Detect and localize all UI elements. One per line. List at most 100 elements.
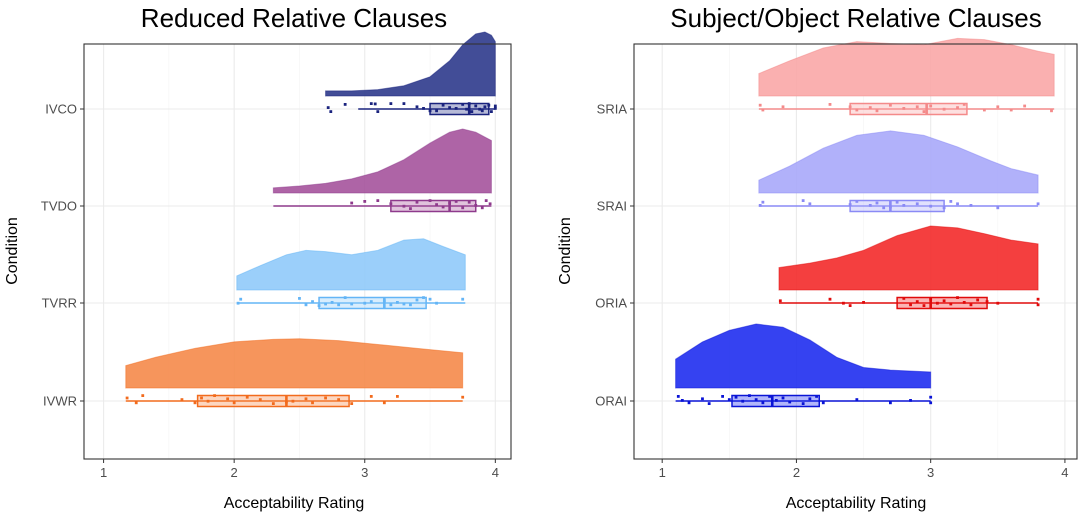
data-point: [915, 202, 919, 206]
data-point: [922, 110, 926, 113]
data-point: [454, 107, 458, 110]
data-point: [389, 202, 393, 206]
data-point: [330, 301, 334, 304]
data-point: [441, 103, 445, 107]
data-point: [226, 397, 230, 401]
density-cloud: [272, 128, 492, 194]
data-point: [915, 105, 919, 109]
series-sria: [758, 37, 1055, 116]
data-point: [889, 103, 892, 107]
data-point: [778, 299, 782, 303]
data-point: [134, 401, 138, 405]
x-tick-label: 3: [927, 465, 934, 480]
data-point: [461, 206, 465, 210]
right-data: [675, 37, 1055, 408]
data-point: [493, 104, 497, 108]
data-point: [441, 205, 445, 209]
data-point: [889, 205, 892, 209]
series-tvrr: [236, 238, 466, 310]
data-point: [337, 303, 341, 307]
data-point: [467, 102, 471, 105]
data-point: [480, 206, 484, 210]
density-cloud: [236, 238, 466, 291]
data-point: [324, 396, 327, 400]
y-tick-label: TVDO: [41, 199, 77, 214]
data-point: [929, 297, 933, 301]
data-point: [474, 204, 478, 207]
right-panel: Subject/Object Relative Clauses 1 2 3 4 SRIA…: [557, 3, 1078, 512]
data-point: [761, 108, 765, 112]
right-axes: 1 2 3 4 SRIA SRAI ORIA ORAI: [595, 102, 1068, 481]
data-point: [428, 199, 432, 202]
data-point: [902, 204, 906, 207]
data-point: [949, 200, 953, 203]
density-cloud: [758, 130, 1039, 194]
data-point: [125, 396, 129, 400]
data-point: [956, 296, 959, 299]
data-point: [236, 301, 240, 305]
data-point: [781, 396, 785, 400]
data-point: [902, 297, 906, 300]
data-point: [774, 399, 778, 402]
box: [896, 296, 988, 310]
data-point: [748, 394, 751, 397]
data-point: [422, 107, 425, 110]
data-point: [304, 397, 308, 401]
data-point: [996, 301, 1000, 305]
data-point: [1023, 104, 1027, 108]
data-point: [676, 395, 680, 398]
data-point: [180, 398, 184, 401]
data-point: [741, 399, 745, 403]
data-point: [855, 398, 859, 401]
data-point: [808, 397, 812, 401]
data-point: [808, 202, 812, 206]
left-panel: Reduced Relative Clauses 1 2 3 4 IVCO TVDO TVR…: [4, 3, 512, 512]
data-point: [428, 297, 432, 301]
data-point: [435, 203, 438, 206]
data-point: [415, 298, 419, 302]
data-point: [422, 296, 425, 299]
data-point: [382, 401, 386, 405]
data-point: [402, 204, 406, 208]
data-point: [862, 301, 865, 304]
data-point: [815, 395, 818, 398]
density-cloud: [125, 338, 464, 389]
data-point: [701, 397, 704, 401]
data-point: [343, 296, 347, 299]
data-point: [326, 106, 330, 109]
data-point: [487, 103, 491, 107]
data-point: [389, 102, 393, 105]
data-point: [922, 304, 926, 307]
data-point: [448, 106, 452, 109]
data-point: [369, 300, 373, 303]
data-point: [478, 107, 482, 111]
data-point: [350, 302, 354, 306]
data-point: [465, 107, 469, 111]
data-point: [895, 200, 899, 204]
data-point: [942, 107, 946, 111]
data-point: [962, 103, 966, 106]
x-tick-label: 1: [100, 465, 107, 480]
data-point: [1009, 108, 1013, 112]
x-tick-label: 4: [492, 465, 499, 480]
data-point: [493, 107, 497, 110]
data-point: [298, 297, 301, 300]
data-point: [889, 401, 892, 405]
y-tick-label: IVWR: [43, 394, 77, 409]
data-point: [828, 103, 832, 106]
data-point: [821, 401, 825, 405]
data-point: [317, 304, 321, 307]
data-point: [969, 303, 973, 307]
data-point: [915, 300, 919, 303]
data-point: [687, 401, 691, 405]
left-axes: 1 2 3 4 IVCO TVDO TVRR IVWR: [41, 102, 499, 481]
data-point: [855, 200, 859, 203]
data-point: [376, 199, 380, 202]
right-y-axis-title: Condition: [557, 217, 574, 285]
data-point: [350, 402, 354, 405]
data-point: [976, 298, 980, 302]
series-oria: [778, 225, 1040, 310]
data-point: [781, 105, 785, 109]
data-point: [1036, 303, 1040, 307]
